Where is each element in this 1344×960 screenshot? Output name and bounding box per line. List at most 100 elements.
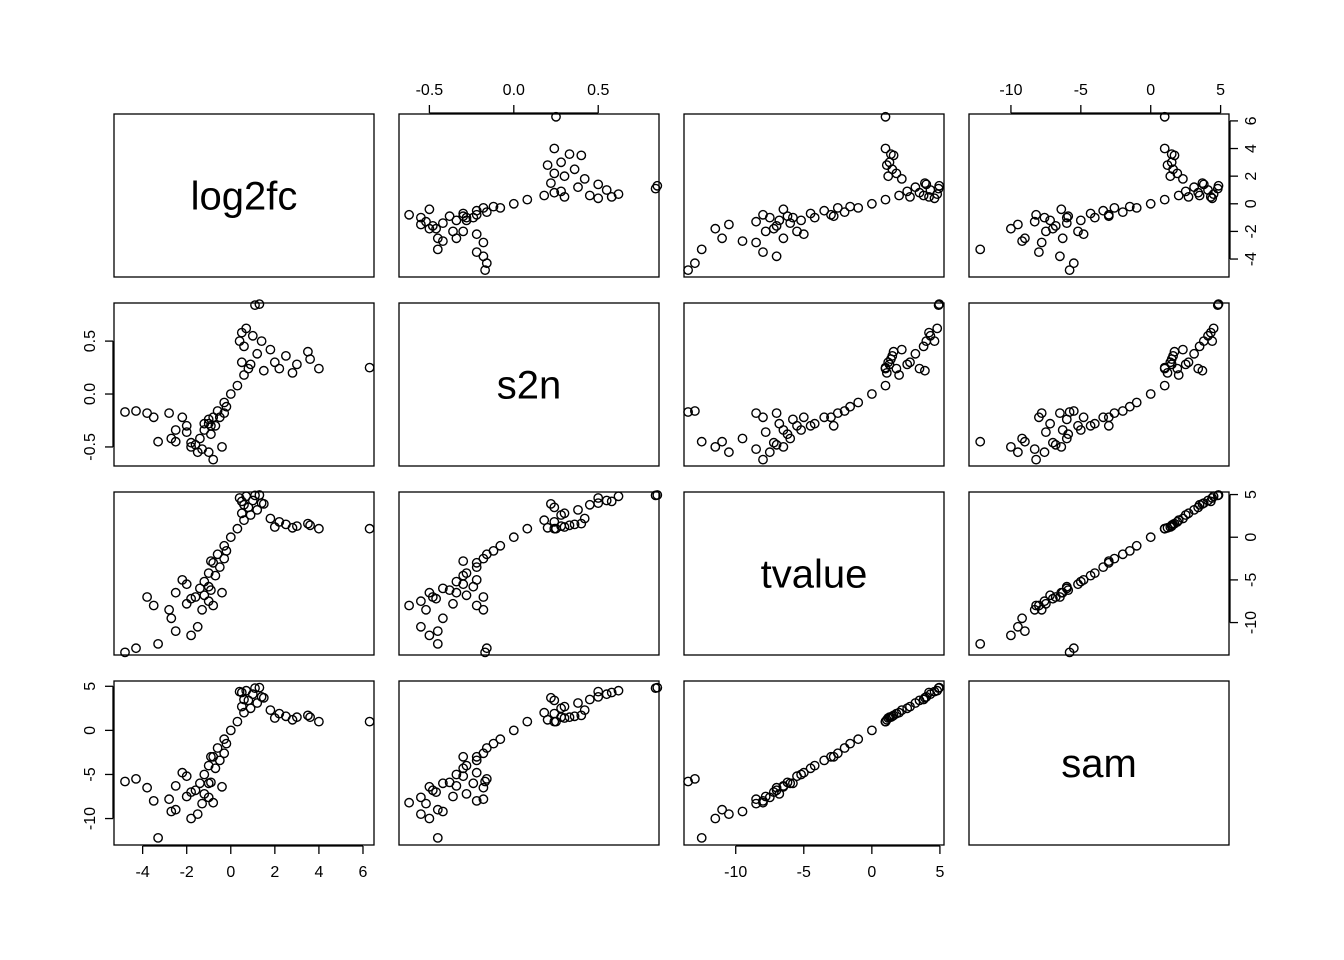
panel-frame <box>683 680 945 846</box>
data-point <box>197 798 208 809</box>
data-point <box>210 763 221 774</box>
data-point <box>415 809 426 819</box>
data-point <box>210 420 221 431</box>
data-point <box>1172 168 1183 179</box>
data-point <box>724 447 734 458</box>
data-point <box>437 218 448 229</box>
data-point <box>480 647 490 658</box>
data-point <box>170 587 181 598</box>
data-point <box>564 712 575 723</box>
data-point <box>166 806 177 817</box>
data-point <box>1013 447 1023 458</box>
data-point <box>247 330 258 341</box>
data-point <box>448 791 458 802</box>
tick-label: 2 <box>270 864 279 881</box>
data-point <box>142 592 153 602</box>
data-point <box>839 207 850 218</box>
data-point <box>404 600 414 611</box>
data-point <box>305 712 315 723</box>
panel-sam-vs-s2n <box>398 680 663 846</box>
data-point <box>1048 437 1058 448</box>
data-point <box>451 587 462 598</box>
data-point <box>758 454 768 465</box>
left-axis-sam: -10 -5 0 5 <box>82 682 114 830</box>
panel-frame <box>113 680 375 846</box>
tick-label: 4 <box>1243 144 1260 153</box>
data-point <box>1098 412 1109 423</box>
data-point <box>1205 327 1216 338</box>
data-point <box>760 226 771 237</box>
tick-label: 4 <box>314 864 323 881</box>
data-point <box>1197 178 1208 189</box>
data-point <box>1039 447 1050 458</box>
data-point <box>905 191 915 202</box>
panel-log2fc-vs-sam <box>968 111 1230 278</box>
data-point <box>199 590 210 601</box>
data-point <box>1194 341 1205 352</box>
data-point <box>601 495 612 506</box>
data-point <box>758 412 768 423</box>
data-point <box>239 515 249 526</box>
data-point <box>471 767 482 778</box>
data-point <box>1124 546 1135 556</box>
tick-label: 6 <box>1243 116 1260 125</box>
data-point <box>199 769 210 780</box>
data-point <box>1013 219 1023 230</box>
data-point <box>252 504 263 515</box>
data-point <box>142 408 153 418</box>
data-point <box>1159 143 1170 154</box>
data-point <box>886 354 896 364</box>
data-point <box>241 685 252 696</box>
data-point <box>1017 236 1027 247</box>
data-point <box>1213 299 1224 309</box>
data-point <box>710 441 721 452</box>
top-axis-s2n: -0.5 0.0 0.5 <box>416 82 609 114</box>
tick-label: -4 <box>136 864 150 881</box>
panel-s2n-vs-tvalue <box>683 299 945 467</box>
data-point <box>975 639 986 649</box>
panel-frame <box>968 680 1230 846</box>
data-point <box>920 178 930 189</box>
panel-tvalue-vs-log2fc <box>113 490 375 658</box>
data-point <box>181 598 192 609</box>
right-axis-tvalue: -10 -5 0 5 <box>1229 490 1260 634</box>
data-point <box>1006 630 1016 641</box>
panel-frame <box>113 113 375 278</box>
data-point <box>880 111 891 122</box>
data-point <box>539 190 550 201</box>
data-point <box>1124 201 1135 212</box>
data-point <box>274 363 285 374</box>
data-point <box>1078 229 1089 240</box>
data-point <box>250 490 260 501</box>
data-point <box>254 490 265 500</box>
data-point <box>225 532 236 543</box>
tick-label: 5 <box>1243 490 1260 499</box>
panel-frame <box>968 491 1230 656</box>
data-point <box>652 180 663 191</box>
data-point <box>549 708 560 719</box>
data-point <box>471 562 482 572</box>
data-point <box>424 630 435 641</box>
data-point <box>448 226 458 237</box>
data-point <box>243 502 254 513</box>
data-point <box>1178 173 1188 184</box>
data-point <box>221 546 232 556</box>
data-point <box>888 710 899 721</box>
data-point <box>774 215 785 226</box>
data-point <box>217 587 227 598</box>
data-point <box>208 454 219 465</box>
data-point <box>1041 226 1051 237</box>
data-point <box>1068 258 1079 269</box>
data-point <box>508 198 519 209</box>
data-point <box>203 414 214 425</box>
data-point <box>424 813 435 824</box>
data-point <box>120 647 130 658</box>
data-point <box>1073 226 1083 237</box>
data-point <box>236 508 247 519</box>
data-point <box>717 233 727 244</box>
data-point <box>302 710 313 721</box>
data-point <box>1078 412 1089 423</box>
data-point <box>1020 626 1030 636</box>
data-point <box>432 639 443 649</box>
tick-label: 0 <box>1146 82 1155 99</box>
